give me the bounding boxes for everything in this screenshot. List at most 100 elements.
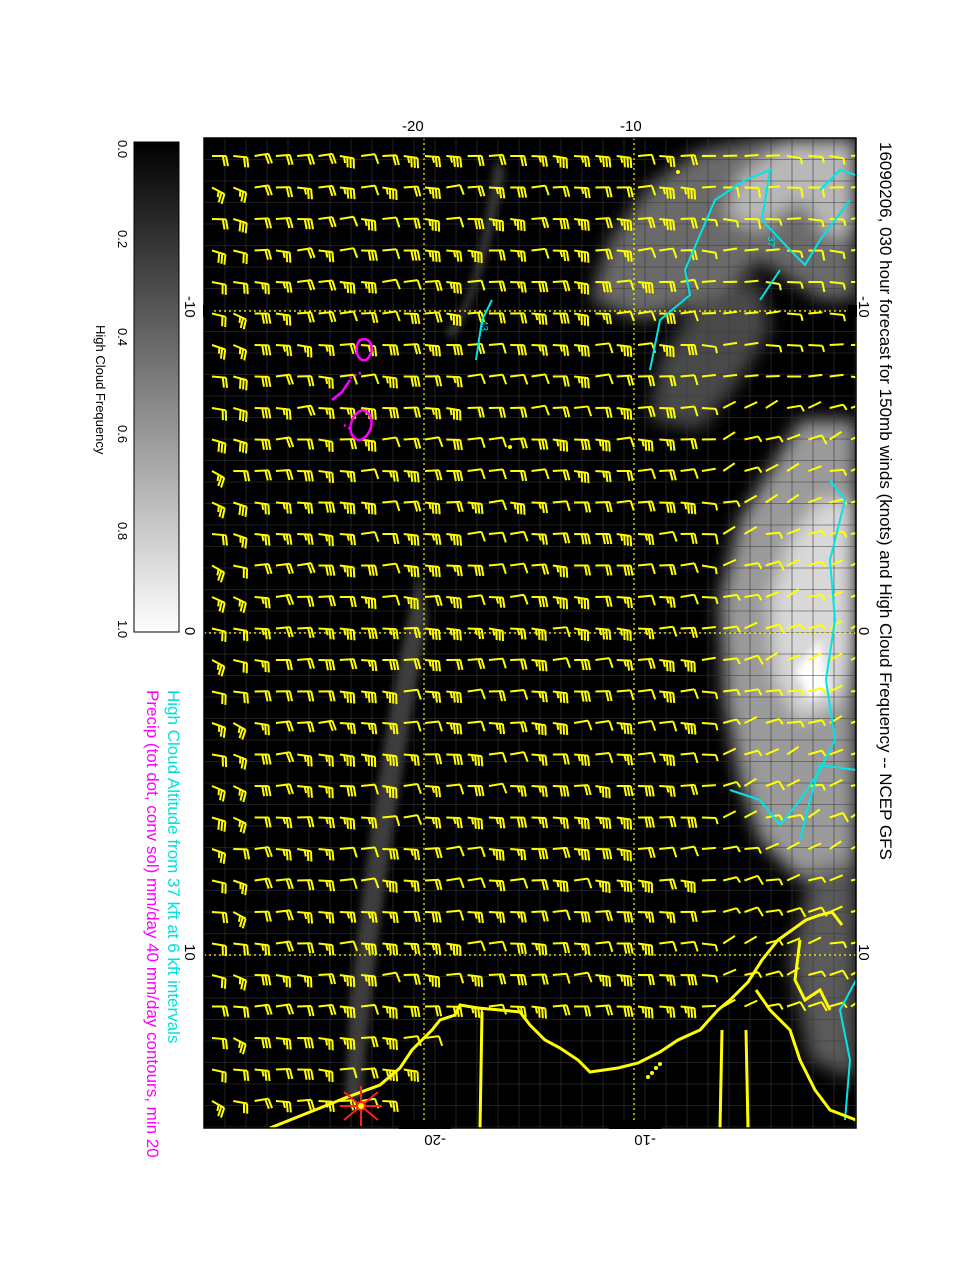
wind-barb: [552, 722, 569, 736]
colorbar-tick: 0.4: [115, 328, 130, 347]
wind-barb: [275, 436, 295, 448]
wind-barb: [616, 344, 633, 357]
wind-barb: [446, 942, 462, 956]
wind-barb: [318, 470, 335, 484]
wind-barb: [211, 375, 229, 388]
wind-barb: [765, 717, 784, 725]
wind-barb: [744, 401, 758, 409]
wind-barb: [552, 942, 571, 954]
wind-barb: [552, 657, 571, 669]
wind-barb: [403, 596, 419, 610]
wind-barb: [382, 344, 400, 356]
wind-barb: [233, 375, 248, 391]
wind-barb: [275, 1037, 292, 1050]
wind-barb: [403, 879, 420, 892]
wind-barb: [275, 940, 295, 952]
wind-barb: [786, 906, 807, 918]
wind-barb: [488, 280, 507, 292]
wind-barb: [424, 878, 443, 891]
wind-barb: [211, 911, 229, 924]
wind-barb: [488, 563, 507, 575]
wind-barb: [595, 533, 613, 545]
wind-barb: [403, 185, 422, 197]
wind-barb: [254, 375, 272, 388]
wind-barb: [573, 405, 593, 417]
wind-barb: [659, 530, 678, 542]
wind-barb: [339, 215, 359, 227]
wind-barb: [787, 217, 802, 220]
wind-barb: [787, 281, 804, 289]
wind-barb: [382, 1100, 399, 1113]
wind-barb: [552, 1004, 571, 1016]
wind-barb: [424, 720, 443, 732]
wind-barb: [424, 279, 443, 292]
wind-barb: [275, 974, 291, 988]
wind-barb: [211, 249, 227, 265]
wind-barb: [765, 689, 784, 697]
wind-barb: [616, 279, 635, 291]
wind-barb: [467, 785, 485, 797]
wind-barb: [424, 186, 441, 200]
wind-barb: [808, 560, 827, 568]
wind-barb: [850, 717, 856, 724]
wind-barb: [424, 218, 441, 232]
wind-barb: [233, 942, 249, 956]
wind-barb: [659, 753, 676, 767]
wind-barb: [211, 974, 227, 989]
wind-barb: [382, 436, 401, 448]
wind-barb: [424, 690, 442, 703]
wind-barb: [424, 501, 441, 515]
wind-barb: [232, 1037, 247, 1055]
wind-barb: [211, 312, 227, 328]
wind-barb: [361, 311, 379, 324]
wind-barb: [467, 406, 485, 418]
wind-barb: [595, 879, 611, 894]
wind-barb: [360, 877, 380, 889]
wind-barb: [595, 909, 614, 922]
wind-barb: [297, 375, 315, 387]
wind-barb: [360, 690, 377, 704]
wind-barb: [723, 657, 741, 665]
wind-barb: [616, 974, 633, 987]
wind-barb: [659, 186, 676, 200]
wind-barb: [659, 846, 678, 858]
wind-barb: [488, 499, 508, 511]
wind-barb: [403, 753, 420, 766]
wind-barb: [531, 753, 548, 766]
wind-barb: [275, 562, 294, 575]
wind-barb: [552, 626, 571, 638]
wind-barb: [659, 720, 678, 732]
wind-barb: [297, 911, 314, 924]
wind-barb: [275, 658, 293, 671]
wind-barb: [297, 247, 316, 259]
wind-barb: [723, 218, 740, 228]
wind-barb: [616, 374, 635, 386]
wind-barb: [659, 563, 677, 576]
wind-barb: [723, 500, 741, 508]
wind-barb: [616, 436, 635, 448]
wind-barb: [446, 753, 464, 766]
wind-barb: [637, 973, 655, 986]
wind-barb: [318, 1037, 334, 1051]
wind-barb: [446, 658, 464, 671]
wind-barb: [701, 185, 716, 189]
wind-barb: [339, 595, 357, 608]
wind-barb: [808, 311, 823, 315]
wind-barb: [360, 373, 380, 385]
wind-barb: [510, 751, 529, 763]
wind-barb: [467, 688, 486, 700]
wind-barb: [467, 753, 484, 767]
wind-barb: [829, 748, 844, 756]
wind-barb: [616, 499, 635, 511]
wind-barb: [595, 281, 613, 293]
wind-barb: [573, 596, 590, 610]
wind-barb: [467, 279, 486, 291]
wind-barb: [403, 973, 421, 985]
wind-barb: [467, 940, 486, 952]
wind-barb: [360, 501, 377, 515]
wind-barb: [510, 562, 529, 574]
wind-barb: [424, 1005, 443, 1017]
wind-barb: [743, 777, 757, 787]
wind-barb: [467, 816, 484, 830]
wind-barb: [595, 941, 614, 953]
